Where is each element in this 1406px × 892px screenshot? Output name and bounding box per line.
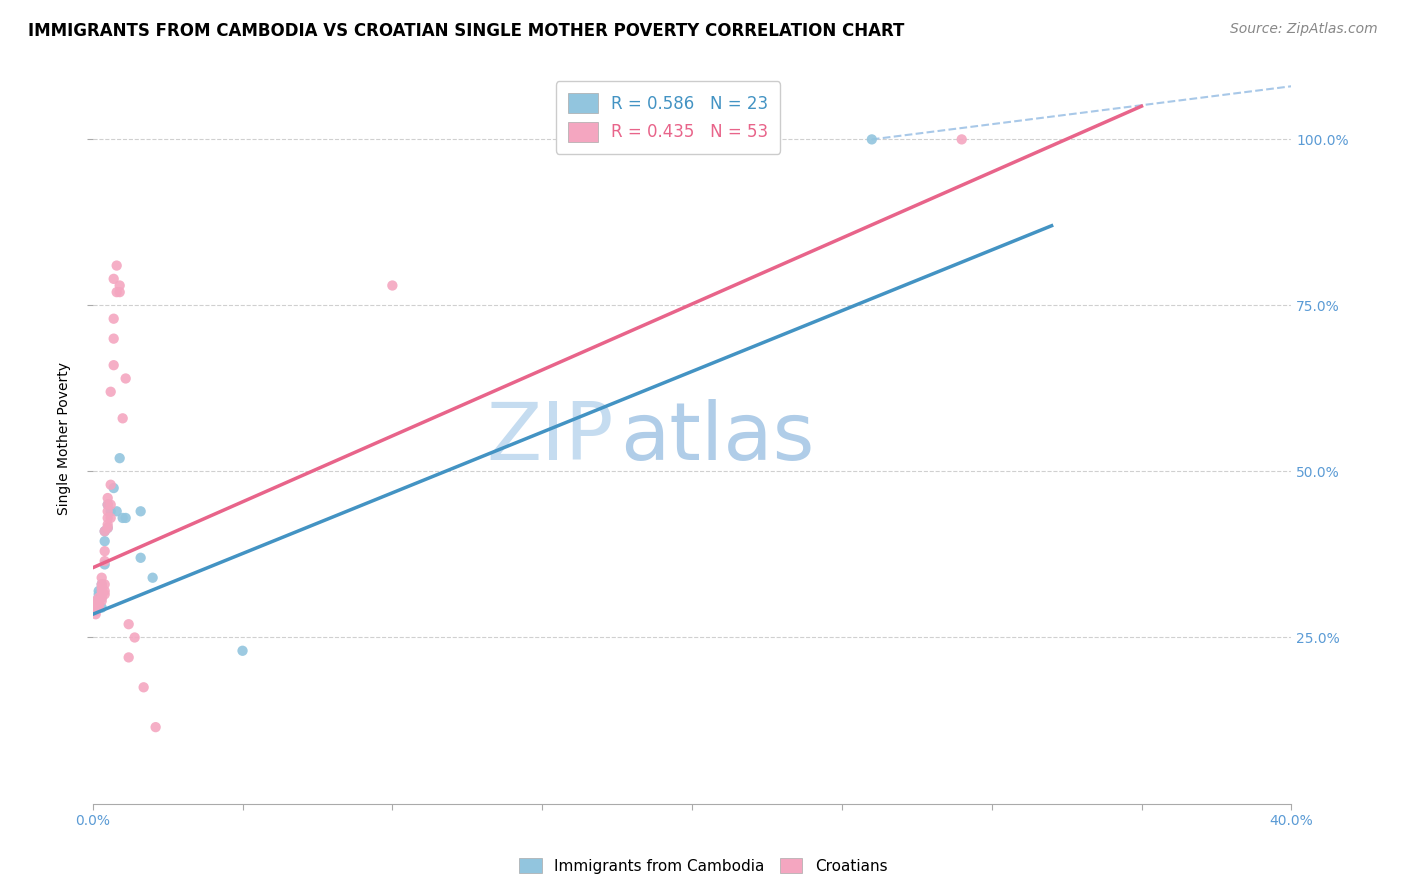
Point (129, 504, 152, 518)
Point (90, 587, 112, 601)
Point (100, 504, 122, 518)
Point (87, 597, 110, 611)
Point (108, 451, 131, 466)
Point (84, 594, 107, 608)
Point (114, 511, 136, 525)
Point (860, 132, 883, 146)
Point (90, 591, 112, 605)
Point (142, 571, 165, 585)
Point (100, 498, 122, 512)
Point (84, 597, 107, 611)
Point (87, 594, 110, 608)
Point (124, 631, 146, 645)
Point (105, 285, 128, 300)
Point (97, 521, 120, 535)
Point (93, 558, 115, 572)
Point (87, 594, 110, 608)
Point (132, 681, 155, 695)
Point (232, 644, 254, 658)
Text: ZIP: ZIP (486, 400, 614, 477)
Point (97, 511, 120, 525)
Point (145, 720, 167, 734)
Point (100, 477, 122, 491)
Point (84, 600, 107, 615)
Point (93, 587, 115, 601)
Y-axis label: Single Mother Poverty: Single Mother Poverty (58, 362, 72, 515)
Legend: R = 0.586   N = 23, R = 0.435   N = 53: R = 0.586 N = 23, R = 0.435 N = 53 (557, 81, 780, 153)
Text: atlas: atlas (620, 400, 814, 477)
Text: IMMIGRANTS FROM CAMBODIA VS CROATIAN SINGLE MOTHER POVERTY CORRELATION CHART: IMMIGRANTS FROM CAMBODIA VS CROATIAN SIN… (28, 22, 904, 40)
Point (87, 584, 110, 599)
Point (87, 600, 110, 615)
Point (93, 584, 115, 599)
Point (93, 524, 115, 539)
Point (97, 521, 120, 535)
Point (111, 411, 134, 425)
Point (97, 491, 120, 505)
Point (93, 554, 115, 568)
Point (103, 481, 125, 495)
Point (100, 384, 122, 399)
Point (114, 371, 136, 385)
Point (118, 617, 141, 632)
Point (103, 358, 125, 372)
Point (97, 498, 120, 512)
Point (84, 600, 107, 615)
Point (97, 517, 120, 532)
Point (90, 571, 112, 585)
Point (97, 504, 120, 518)
Point (103, 332, 125, 346)
Point (84, 597, 107, 611)
Point (111, 511, 134, 525)
Point (90, 600, 112, 615)
Point (105, 504, 128, 518)
Point (105, 259, 128, 273)
Point (90, 594, 112, 608)
Point (93, 524, 115, 539)
Point (129, 550, 152, 565)
Point (108, 285, 131, 300)
Point (103, 311, 125, 326)
Point (87, 600, 110, 615)
Point (84, 604, 107, 618)
Point (103, 272, 125, 286)
Point (118, 650, 141, 665)
Legend: Immigrants from Cambodia, Croatians: Immigrants from Cambodia, Croatians (513, 852, 893, 880)
Text: Source: ZipAtlas.com: Source: ZipAtlas.com (1230, 22, 1378, 37)
Point (90, 581, 112, 595)
Point (84, 607, 107, 622)
Point (93, 544, 115, 558)
Point (93, 534, 115, 549)
Point (97, 498, 120, 512)
Point (100, 511, 122, 525)
Point (381, 278, 404, 293)
Point (87, 591, 110, 605)
Point (950, 132, 973, 146)
Point (87, 591, 110, 605)
Point (87, 587, 110, 601)
Point (90, 584, 112, 599)
Point (108, 278, 131, 293)
Point (90, 591, 112, 605)
Point (90, 577, 112, 591)
Point (84, 600, 107, 615)
Point (90, 577, 112, 591)
Point (93, 577, 115, 591)
